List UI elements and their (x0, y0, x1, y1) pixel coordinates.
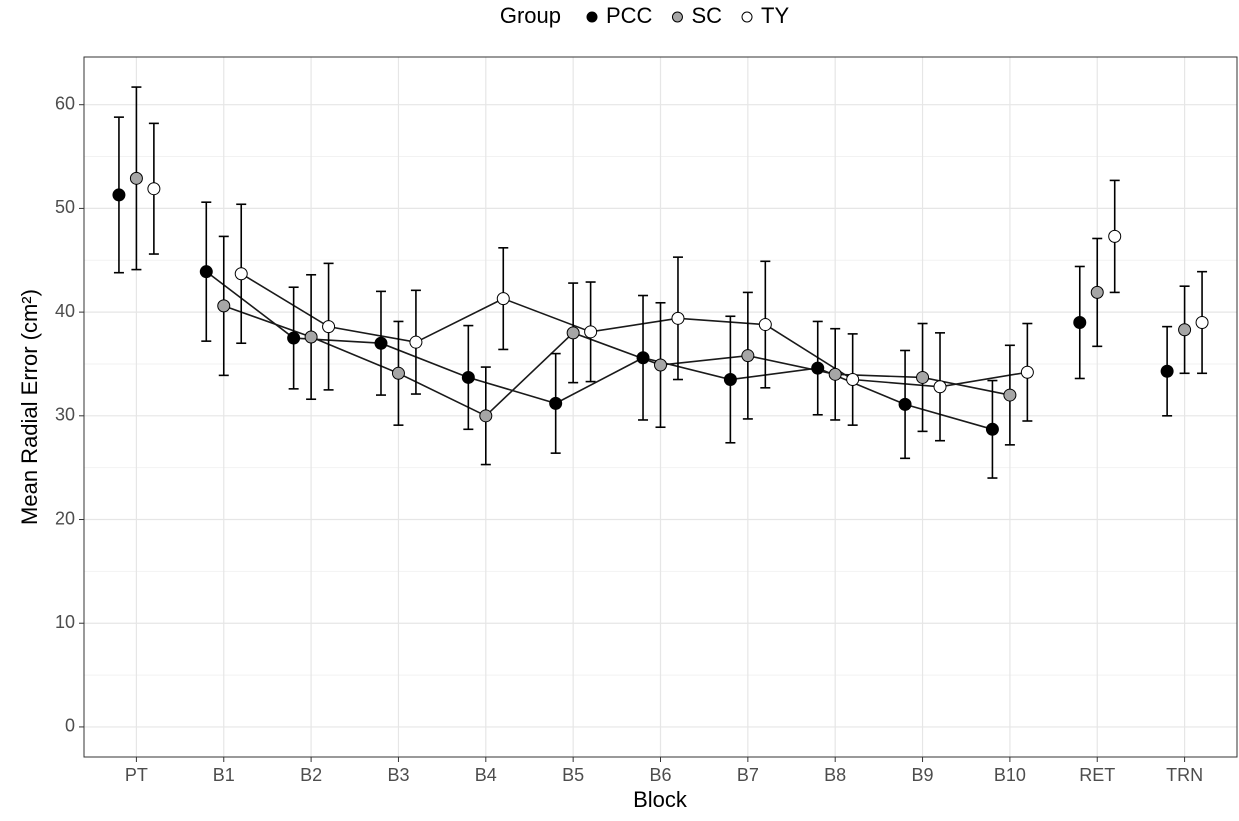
legend-marker (586, 11, 598, 23)
point (112, 188, 126, 202)
x-tick-label: B8 (824, 765, 846, 785)
point (1073, 315, 1087, 329)
point (828, 367, 842, 381)
point (1108, 229, 1122, 243)
point (549, 396, 563, 410)
point (1160, 364, 1174, 378)
point (1090, 285, 1104, 299)
point (985, 422, 999, 436)
point (723, 373, 737, 387)
x-tick-label: B4 (475, 765, 497, 785)
point (199, 265, 213, 279)
point (1178, 323, 1192, 337)
point (758, 318, 772, 332)
point (322, 320, 336, 334)
legend-marker (741, 11, 753, 23)
point (234, 267, 248, 281)
point (287, 331, 301, 345)
y-tick-label: 50 (55, 197, 75, 217)
point (496, 292, 510, 306)
point (461, 370, 475, 384)
x-tick-label: B7 (737, 765, 759, 785)
y-tick-label: 40 (55, 301, 75, 321)
point (636, 351, 650, 365)
x-tick-label: B10 (994, 765, 1026, 785)
point (1195, 315, 1209, 329)
legend-label: SC (691, 3, 722, 28)
point (409, 335, 423, 349)
point (304, 330, 318, 344)
y-tick-label: 10 (55, 612, 75, 632)
legend-title: Group (500, 3, 561, 28)
point (846, 373, 860, 387)
point (1003, 388, 1017, 402)
point (391, 366, 405, 380)
x-tick-label: B2 (300, 765, 322, 785)
x-tick-label: PT (125, 765, 148, 785)
y-tick-label: 20 (55, 508, 75, 528)
y-axis-title: Mean Radial Error (cm²) (17, 289, 42, 525)
point (147, 182, 161, 196)
x-tick-label: TRN (1166, 765, 1203, 785)
point (374, 336, 388, 350)
series-line (205, 271, 993, 431)
y-tick-label: 60 (55, 93, 75, 113)
y-tick-label: 30 (55, 405, 75, 425)
legend-label: TY (761, 3, 789, 28)
series-line (223, 305, 1011, 417)
point (671, 311, 685, 325)
point (741, 349, 755, 363)
x-axis-title: Block (633, 787, 688, 812)
point (566, 326, 580, 340)
panel-border (83, 56, 1238, 758)
point (654, 358, 667, 372)
point (479, 409, 493, 423)
x-tick-label: B6 (649, 765, 671, 785)
point (811, 361, 825, 375)
legend-label: PCC (606, 3, 653, 28)
point (1020, 365, 1034, 379)
x-tick-label: B1 (213, 765, 235, 785)
x-tick-label: B3 (387, 765, 409, 785)
point (916, 370, 930, 384)
legend-marker (671, 11, 683, 23)
series-line (240, 273, 1028, 388)
point (933, 380, 947, 394)
x-tick-label: B9 (912, 765, 934, 785)
y-tick-label: 0 (65, 716, 75, 736)
x-tick-label: RET (1079, 765, 1115, 785)
x-tick-label: B5 (562, 765, 584, 785)
point (217, 299, 231, 313)
point (129, 171, 143, 185)
point (898, 397, 912, 411)
point (584, 325, 598, 339)
